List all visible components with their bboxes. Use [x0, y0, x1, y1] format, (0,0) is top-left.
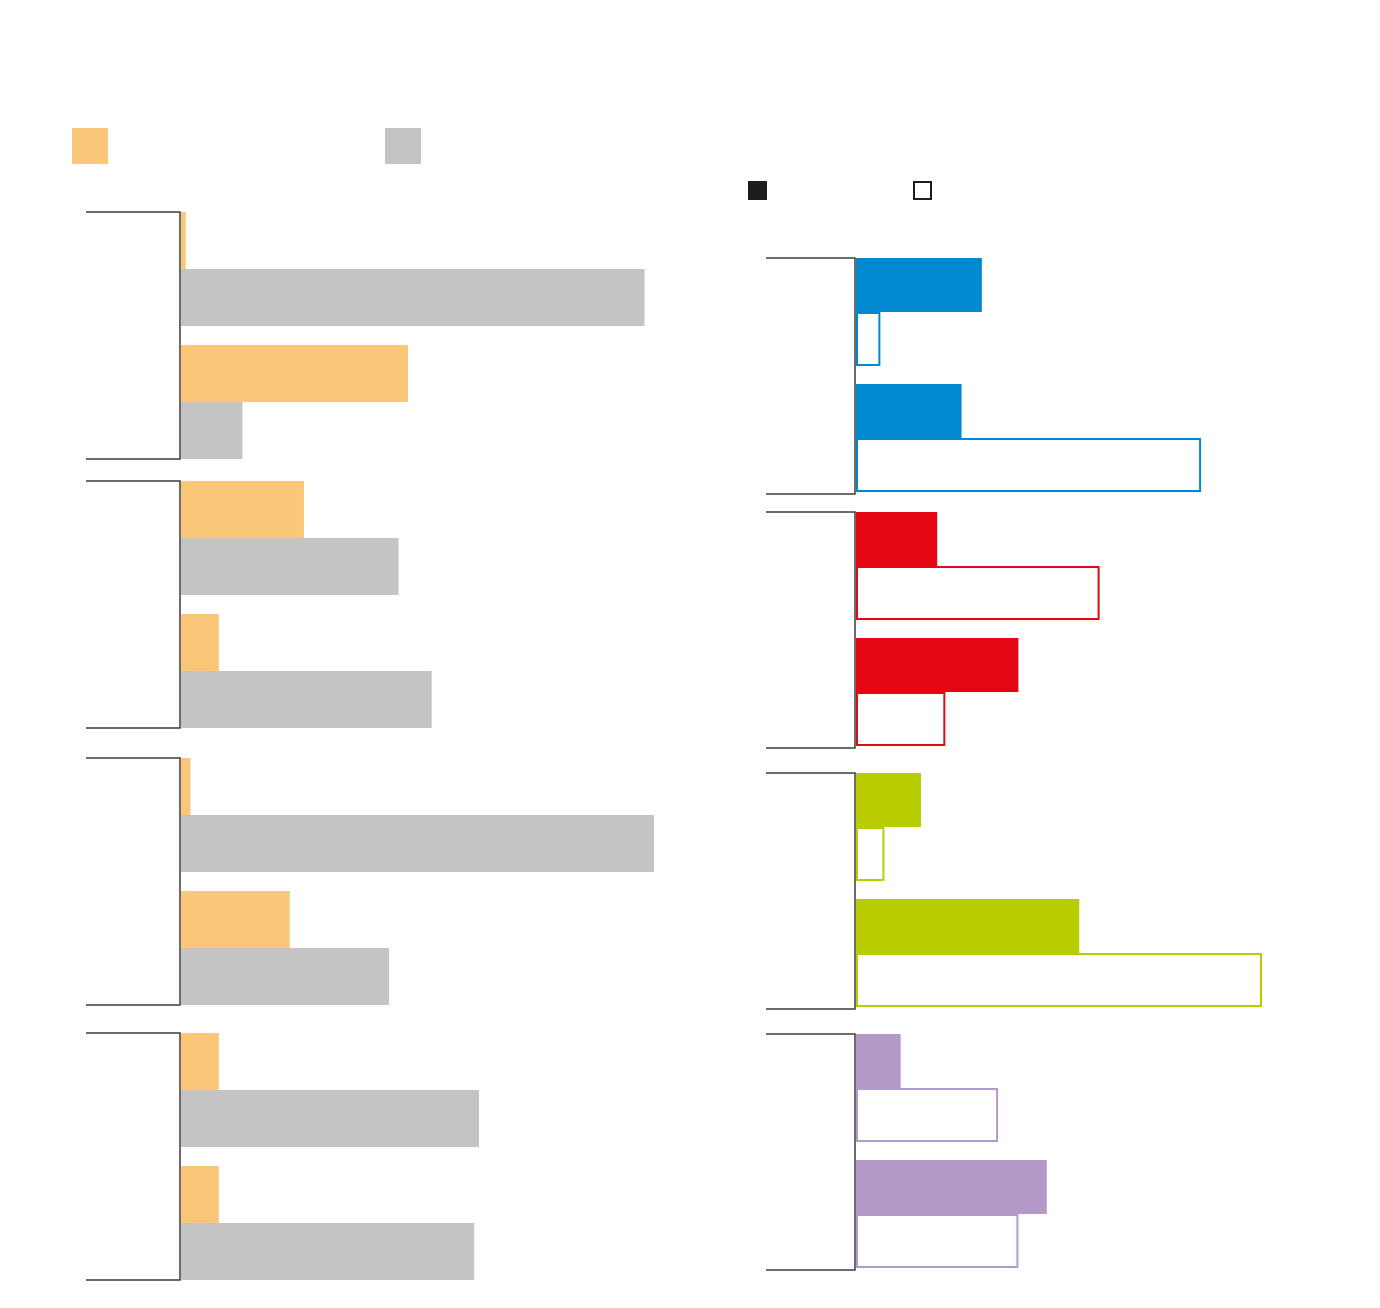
bar-filled — [856, 258, 982, 312]
legend-swatch — [72, 128, 108, 164]
group-bracket — [86, 757, 181, 1006]
legend — [748, 181, 932, 200]
bar — [181, 538, 399, 595]
bar-filled — [856, 638, 1019, 692]
bar-group — [766, 257, 1202, 495]
bar-outline — [856, 953, 1262, 1007]
legend-swatch-filled — [748, 181, 767, 200]
group-bracket — [766, 257, 856, 495]
bar-filled — [856, 899, 1080, 953]
bar-group — [766, 511, 1100, 749]
bar — [181, 1090, 479, 1147]
bar-group — [86, 211, 645, 460]
group-bracket — [766, 1033, 856, 1271]
bar-outline — [856, 312, 881, 366]
legend — [72, 128, 421, 164]
bar — [181, 1223, 475, 1280]
bar-outline — [856, 692, 946, 746]
bar — [181, 269, 645, 326]
left-bar-chart — [72, 128, 654, 1281]
bar-outline — [856, 1088, 999, 1142]
bar-outline — [856, 566, 1100, 620]
bar-filled — [856, 773, 921, 827]
group-bracket — [86, 211, 181, 460]
bar — [181, 212, 186, 269]
bar — [181, 402, 243, 459]
bar-outline — [856, 438, 1202, 492]
bar — [181, 948, 390, 1005]
bar-filled — [856, 384, 962, 438]
bar — [181, 671, 432, 728]
bar-group — [766, 772, 1262, 1010]
bar-filled — [856, 1034, 901, 1088]
bar — [181, 891, 290, 948]
bar — [181, 345, 409, 402]
bar-group — [766, 1033, 1047, 1271]
right-bar-chart — [748, 181, 1262, 1271]
bar-filled — [856, 1160, 1047, 1214]
group-bracket — [86, 480, 181, 729]
bar-group — [86, 757, 654, 1006]
bar — [181, 1166, 219, 1223]
legend-swatch-outline — [913, 181, 932, 200]
bar — [181, 815, 654, 872]
legend-swatch — [385, 128, 421, 164]
bar — [181, 614, 219, 671]
bar-filled — [856, 512, 938, 566]
bar — [181, 758, 191, 815]
bar — [181, 481, 304, 538]
group-bracket — [766, 511, 856, 749]
bar-group — [86, 480, 432, 729]
bar-outline — [856, 1214, 1019, 1268]
group-bracket — [86, 1032, 181, 1281]
bar-outline — [856, 827, 885, 881]
bar — [181, 1033, 219, 1090]
bar-group — [86, 1032, 479, 1281]
group-bracket — [766, 772, 856, 1010]
